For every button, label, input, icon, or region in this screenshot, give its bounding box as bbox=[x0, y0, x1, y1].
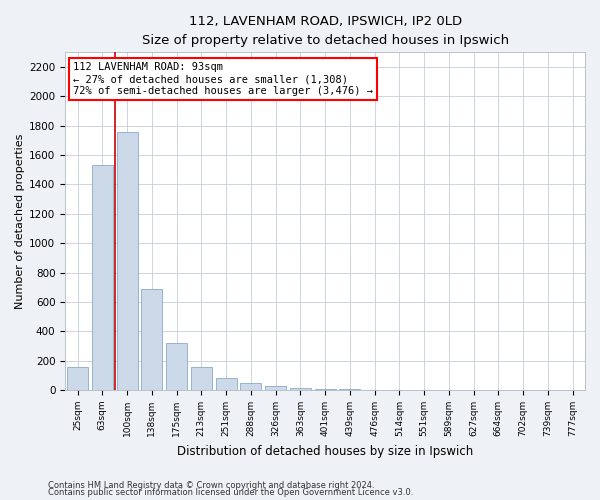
Title: 112, LAVENHAM ROAD, IPSWICH, IP2 0LD
Size of property relative to detached house: 112, LAVENHAM ROAD, IPSWICH, IP2 0LD Siz… bbox=[142, 15, 509, 47]
Text: 112 LAVENHAM ROAD: 93sqm
← 27% of detached houses are smaller (1,308)
72% of sem: 112 LAVENHAM ROAD: 93sqm ← 27% of detach… bbox=[73, 62, 373, 96]
X-axis label: Distribution of detached houses by size in Ipswich: Distribution of detached houses by size … bbox=[177, 444, 473, 458]
Bar bbox=[314, 388, 335, 390]
Bar bbox=[240, 384, 262, 390]
Bar bbox=[191, 366, 212, 390]
Bar bbox=[67, 368, 88, 390]
Bar bbox=[265, 386, 286, 390]
Bar bbox=[290, 388, 311, 390]
Text: Contains public sector information licensed under the Open Government Licence v3: Contains public sector information licen… bbox=[48, 488, 413, 497]
Bar bbox=[116, 132, 137, 390]
Text: Contains HM Land Registry data © Crown copyright and database right 2024.: Contains HM Land Registry data © Crown c… bbox=[48, 480, 374, 490]
Y-axis label: Number of detached properties: Number of detached properties bbox=[15, 134, 25, 309]
Bar bbox=[92, 166, 113, 390]
Bar bbox=[141, 288, 163, 390]
Bar bbox=[166, 343, 187, 390]
Bar bbox=[215, 378, 236, 390]
